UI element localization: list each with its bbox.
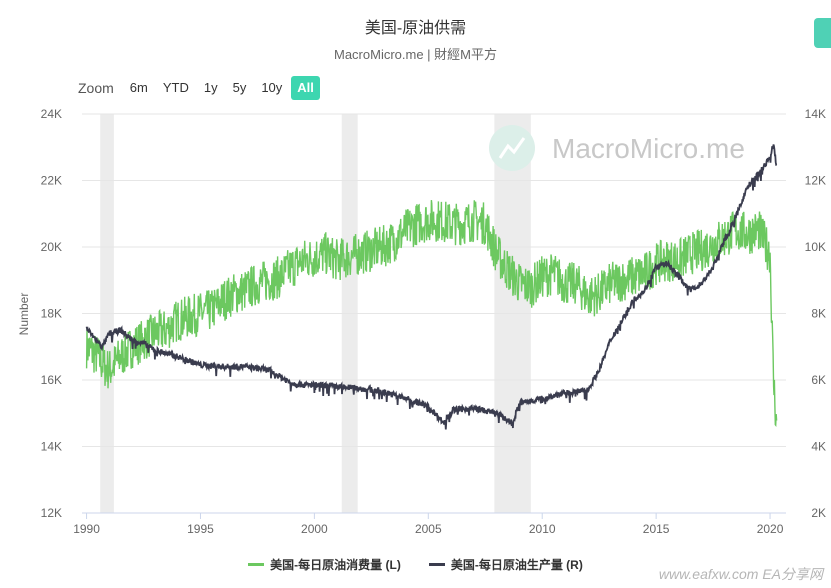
y-left-tick-5: 22K bbox=[41, 174, 62, 188]
x-tick-label-2: 2000 bbox=[301, 522, 328, 536]
y-left-tick-0: 12K bbox=[41, 506, 62, 520]
side-panel-tab[interactable] bbox=[814, 18, 831, 48]
y-right-tick-3: 8K bbox=[811, 307, 826, 321]
y-right-tick-1: 4K bbox=[811, 440, 826, 454]
range-button-10y[interactable]: 10y bbox=[261, 80, 283, 95]
y-left-tick-3: 18K bbox=[41, 307, 62, 321]
range-button-6m[interactable]: 6m bbox=[129, 80, 148, 95]
legend-swatch-consumption bbox=[248, 563, 265, 566]
chart-title: 美国-原油供需 bbox=[364, 20, 467, 37]
x-tick-label-6: 2020 bbox=[757, 522, 784, 536]
range-button-all[interactable]: All bbox=[291, 76, 320, 100]
y-left-tick-4: 20K bbox=[41, 240, 62, 254]
zoom-label: Zoom bbox=[78, 80, 114, 96]
grid-lines bbox=[82, 113, 786, 447]
legend-label-consumption: 美国-每日原油消费量 (L) bbox=[270, 558, 401, 572]
y-left-tick-6: 24K bbox=[41, 107, 62, 121]
y-axis-right-ticks: 2K 4K 6K 8K 10K 12K 14K bbox=[805, 107, 826, 520]
range-selector: Zoom 6m YTD 1y 5y 10y All bbox=[78, 76, 323, 100]
y-right-tick-2: 6K bbox=[811, 373, 826, 387]
range-button-1y[interactable]: 1y bbox=[203, 80, 218, 95]
range-button-5y[interactable]: 5y bbox=[232, 80, 247, 95]
legend-label-production: 美国-每日原油生产量 (R) bbox=[450, 558, 583, 572]
range-button-ytd[interactable]: YTD bbox=[162, 80, 189, 95]
x-tick-label-3: 2005 bbox=[415, 522, 442, 536]
series-line-production bbox=[85, 144, 778, 430]
x-tick-label-5: 2015 bbox=[643, 522, 670, 536]
site-watermark: www.eafxw.com EA分享网 bbox=[658, 566, 823, 582]
legend-item-production[interactable]: 美国-每日原油生产量 (R) bbox=[428, 556, 583, 573]
watermark-chart-icon bbox=[498, 137, 526, 159]
y-right-tick-6: 14K bbox=[805, 107, 826, 121]
y-axis-left-ticks: 12K 14K 16K 18K 20K 22K 24K bbox=[41, 107, 62, 520]
x-axis-ticks: 1990 1995 2000 2005 2010 2015 2020 bbox=[73, 513, 784, 536]
y-right-tick-4: 10K bbox=[805, 240, 826, 254]
y-right-tick-5: 12K bbox=[805, 174, 826, 188]
legend-swatch-production bbox=[428, 563, 445, 566]
y-axis-title: Number bbox=[17, 293, 31, 336]
x-tick-label-0: 1990 bbox=[73, 522, 100, 536]
x-tick-label-4: 2010 bbox=[529, 522, 556, 536]
y-left-tick-2: 16K bbox=[41, 373, 62, 387]
legend: 美国-每日原油消费量 (L) 美国-每日原油生产量 (R) bbox=[0, 556, 831, 573]
legend-item-consumption[interactable]: 美国-每日原油消费量 (L) bbox=[248, 556, 401, 573]
watermark-brand: MacroMicro.me bbox=[552, 133, 745, 164]
y-left-tick-1: 14K bbox=[41, 440, 62, 454]
series-line-consumption bbox=[85, 200, 778, 427]
x-tick-label-1: 1995 bbox=[187, 522, 214, 536]
y-right-tick-0: 2K bbox=[811, 506, 826, 520]
chart-subtitle: MacroMicro.me | 財經M平方 bbox=[334, 47, 497, 62]
watermark-logo: MacroMicro.me bbox=[489, 125, 745, 171]
